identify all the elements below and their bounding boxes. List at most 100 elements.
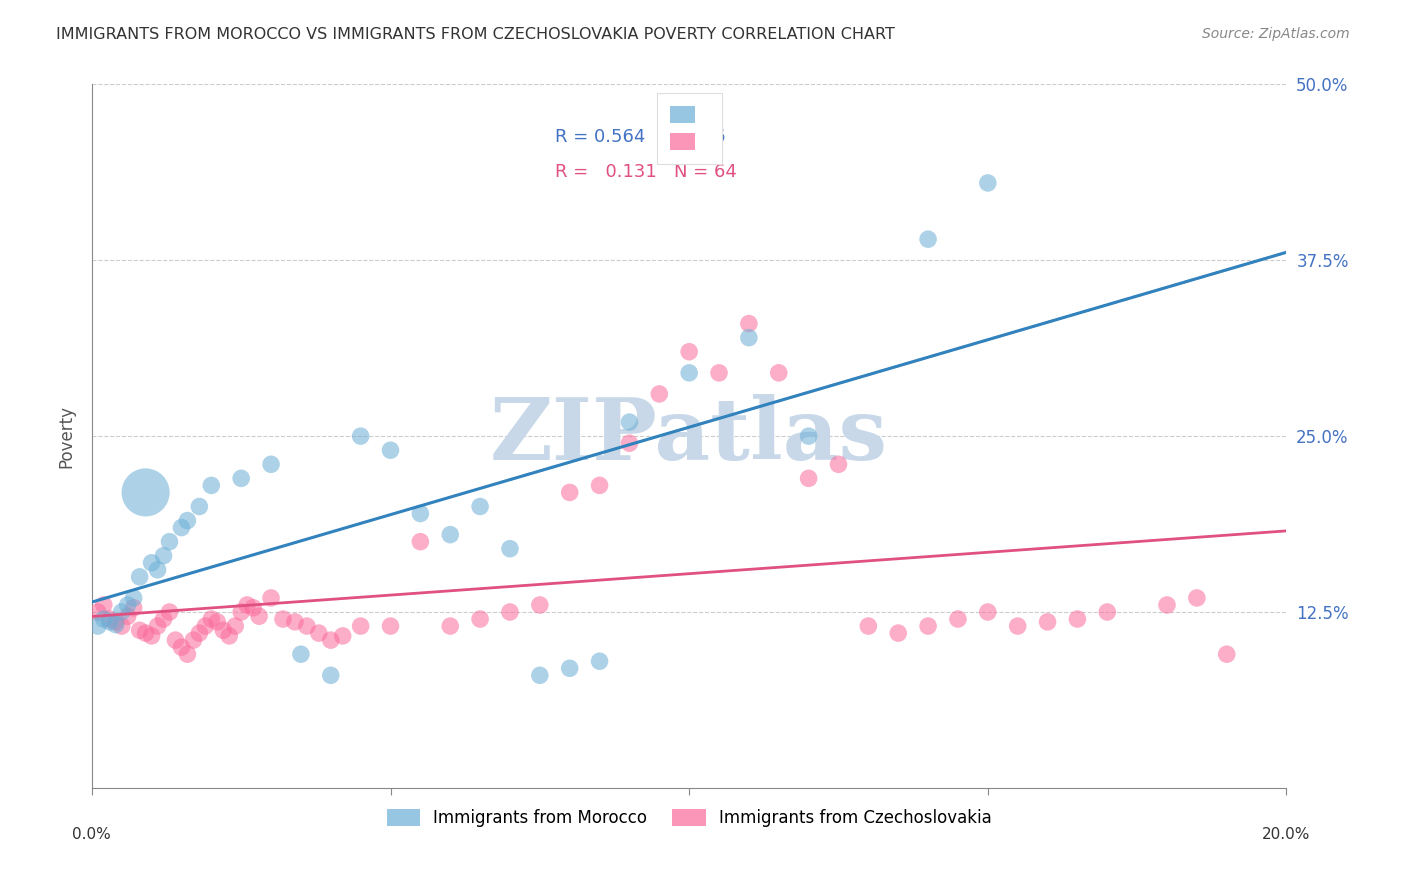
Point <box>1036 615 1059 629</box>
Point <box>218 629 240 643</box>
Point <box>104 617 127 632</box>
Point <box>439 527 461 541</box>
Point <box>308 626 330 640</box>
Point <box>260 591 283 605</box>
Point <box>499 541 522 556</box>
Point <box>176 647 198 661</box>
Point <box>1185 591 1208 605</box>
Point <box>93 598 115 612</box>
Point <box>183 633 205 648</box>
Point <box>122 591 145 605</box>
Text: Source: ZipAtlas.com: Source: ZipAtlas.com <box>1202 27 1350 41</box>
Point <box>146 563 169 577</box>
Point <box>648 387 671 401</box>
Text: 20.0%: 20.0% <box>1263 827 1310 842</box>
Point <box>332 629 354 643</box>
Point <box>439 619 461 633</box>
Point <box>122 600 145 615</box>
Point <box>1066 612 1088 626</box>
Point <box>117 598 139 612</box>
Point <box>170 640 193 655</box>
Point <box>159 534 181 549</box>
Point <box>619 415 641 429</box>
Point <box>349 619 371 633</box>
Point <box>188 500 211 514</box>
Point <box>1156 598 1178 612</box>
Point <box>797 429 820 443</box>
Point <box>409 534 432 549</box>
Point <box>768 366 790 380</box>
Point <box>111 605 134 619</box>
Point <box>104 615 127 629</box>
Text: R =   0.131   N = 64: R = 0.131 N = 64 <box>555 163 737 181</box>
Point <box>200 612 222 626</box>
Point <box>858 619 880 633</box>
Point <box>977 176 1000 190</box>
Point <box>141 556 163 570</box>
Point <box>135 626 157 640</box>
Point <box>141 629 163 643</box>
Point <box>128 624 150 638</box>
Point <box>200 478 222 492</box>
Point <box>290 647 312 661</box>
Point <box>98 615 121 629</box>
Point <box>977 605 1000 619</box>
Point <box>409 507 432 521</box>
Point <box>242 600 264 615</box>
Point <box>128 570 150 584</box>
Point <box>247 609 270 624</box>
Point <box>1007 619 1029 633</box>
Point <box>738 331 761 345</box>
Point <box>678 366 700 380</box>
Point <box>380 443 402 458</box>
Point <box>380 619 402 633</box>
Point <box>917 232 939 246</box>
Point <box>87 605 110 619</box>
Point <box>165 633 187 648</box>
Point <box>93 612 115 626</box>
Point <box>146 619 169 633</box>
Point <box>349 429 371 443</box>
Text: 0.0%: 0.0% <box>73 827 111 842</box>
Point <box>159 605 181 619</box>
Point <box>738 317 761 331</box>
Point <box>87 619 110 633</box>
Point <box>207 615 229 629</box>
Point <box>588 478 610 492</box>
Point <box>260 457 283 471</box>
Point <box>499 605 522 619</box>
Point <box>194 619 217 633</box>
Point <box>152 612 174 626</box>
Point <box>588 654 610 668</box>
Point <box>887 626 910 640</box>
Point <box>231 605 253 619</box>
Point <box>212 624 235 638</box>
Point <box>619 436 641 450</box>
Point <box>468 500 491 514</box>
Point <box>558 661 581 675</box>
Point <box>111 619 134 633</box>
Point <box>135 485 157 500</box>
Y-axis label: Poverty: Poverty <box>58 405 75 467</box>
Point <box>224 619 246 633</box>
Point <box>236 598 259 612</box>
Point <box>917 619 939 633</box>
Point <box>707 366 730 380</box>
Point <box>1097 605 1119 619</box>
Text: IMMIGRANTS FROM MOROCCO VS IMMIGRANTS FROM CZECHOSLOVAKIA POVERTY CORRELATION CH: IMMIGRANTS FROM MOROCCO VS IMMIGRANTS FR… <box>56 27 896 42</box>
Point <box>1216 647 1239 661</box>
Legend: Immigrants from Morocco, Immigrants from Czechoslovakia: Immigrants from Morocco, Immigrants from… <box>378 801 1000 836</box>
Point <box>170 520 193 534</box>
Point <box>319 668 342 682</box>
Point <box>152 549 174 563</box>
Point <box>558 485 581 500</box>
Point <box>117 609 139 624</box>
Point <box>98 612 121 626</box>
Point <box>468 612 491 626</box>
Point <box>678 344 700 359</box>
Point <box>176 514 198 528</box>
Point <box>529 598 551 612</box>
Point <box>295 619 318 633</box>
Point <box>271 612 294 626</box>
Text: R = 0.564   N = 36: R = 0.564 N = 36 <box>555 128 725 146</box>
